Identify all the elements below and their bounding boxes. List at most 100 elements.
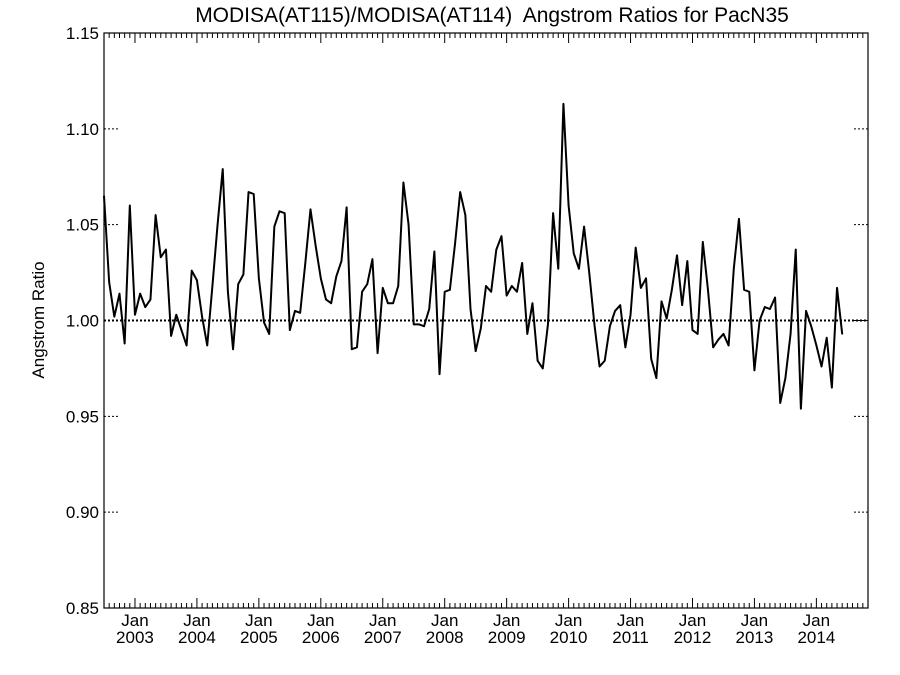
data-point-2013-07: [784, 377, 787, 379]
data-point-2013-04: [769, 308, 771, 310]
x-tick-year-2008: 2008: [426, 628, 464, 647]
data-point-2009-09: [547, 323, 549, 326]
data-point-2010-07: [598, 365, 601, 368]
data-point-2012-03: [702, 241, 704, 243]
y-tick-label-0.90: 0.90: [66, 503, 99, 522]
data-point-2008-03: [454, 243, 456, 245]
x-tick-month-2007: Jan: [369, 611, 396, 630]
x-tick-year-2006: 2006: [302, 628, 340, 647]
data-point-2012-05: [712, 346, 714, 349]
data-point-2003-10: [180, 329, 183, 331]
data-point-2007-01: [381, 287, 384, 289]
data-point-2009-01: [505, 294, 508, 297]
data-point-2012-07: [722, 333, 725, 335]
y-tick-label-1.00: 1.00: [66, 312, 99, 331]
series-line-0: [103, 102, 844, 410]
data-point-2006-05: [340, 260, 343, 262]
axis-layer: [103, 32, 869, 609]
data-point-2013-11: [805, 310, 807, 312]
data-point-2003-04: [149, 298, 152, 301]
data-point-2008-02: [449, 289, 451, 291]
x-tick-year-2013: 2013: [736, 628, 774, 647]
y-tick-label-0.85: 0.85: [66, 599, 99, 618]
data-point-2012-01: [691, 329, 694, 331]
data-point-2006-09: [361, 290, 363, 293]
data-point-2009-11: [557, 267, 560, 270]
tick-label-layer: 0.850.900.951.001.051.101.15Jan2003Jan20…: [66, 24, 835, 647]
data-point-2011-12: [686, 260, 689, 262]
data-point-2011-11: [681, 304, 683, 306]
data-point-2003-05: [154, 214, 157, 216]
data-point-2004-03: [206, 344, 209, 347]
x-tick-year-2011: 2011: [612, 628, 649, 647]
data-point-2009-12: [562, 103, 565, 105]
data-point-2013-02: [758, 319, 761, 322]
data-point-2005-03: [268, 333, 270, 335]
data-point-2007-02: [387, 302, 389, 305]
x-tick-year-2009: 2009: [488, 628, 526, 647]
data-point-2010-03: [578, 267, 580, 270]
data-point-2002-10: [118, 292, 121, 295]
data-point-2004-12: [252, 193, 255, 195]
data-point-2012-11: [743, 289, 745, 291]
data-point-2012-06: [717, 338, 720, 341]
data-point-2011-06: [655, 377, 658, 379]
data-point-2005-08: [294, 310, 296, 312]
x-tick-month-2006: Jan: [307, 611, 334, 630]
x-tick-year-2012: 2012: [674, 628, 712, 647]
data-point-2013-03: [763, 306, 766, 308]
series-layer: [103, 102, 844, 410]
data-point-2007-10: [428, 308, 431, 310]
data-point-2014-05: [836, 287, 838, 289]
data-point-2003-03: [144, 306, 147, 308]
data-point-2008-11: [495, 248, 498, 251]
data-point-2014-02: [820, 365, 823, 368]
data-point-2006-06: [345, 206, 348, 209]
data-point-2011-10: [676, 254, 678, 257]
data-point-2013-01: [753, 369, 756, 372]
data-point-2007-12: [438, 373, 441, 375]
data-point-2005-10: [304, 262, 307, 264]
data-point-2003-09: [175, 313, 178, 316]
data-point-2004-05: [216, 223, 219, 226]
data-point-2008-08: [480, 327, 482, 329]
y-tick-label-1.05: 1.05: [66, 216, 99, 235]
data-point-2008-06: [469, 308, 472, 310]
data-point-2013-08: [789, 333, 792, 335]
data-point-2005-04: [273, 225, 276, 228]
data-point-2003-08: [170, 335, 172, 337]
data-point-2011-08: [665, 317, 668, 320]
data-point-2002-09: [113, 315, 116, 318]
x-tick-month-2012: Jan: [679, 611, 706, 630]
chart-title: MODISA(AT115)/MODISA(AT114) Angstrom Rat…: [195, 4, 789, 27]
data-point-2008-12: [500, 235, 503, 237]
x-tick-month-2004: Jan: [183, 611, 210, 630]
data-point-2006-08: [356, 346, 358, 349]
data-point-2012-08: [727, 344, 730, 347]
x-tick-year-2007: 2007: [364, 628, 402, 647]
x-tick-month-2003: Jan: [121, 611, 148, 630]
data-point-2004-06: [221, 168, 224, 170]
data-point-2010-12: [624, 346, 627, 349]
data-point-2006-07: [350, 348, 353, 351]
data-point-2005-05: [278, 210, 281, 213]
x-tick-month-2014: Jan: [803, 611, 830, 630]
data-point-2014-03: [825, 336, 828, 339]
x-tick-month-2005: Jan: [245, 611, 272, 630]
data-point-2013-06: [779, 402, 782, 404]
data-point-2004-02: [201, 315, 203, 318]
data-point-2009-10: [552, 212, 554, 214]
data-point-2006-01: [320, 277, 322, 280]
x-tick-year-2014: 2014: [797, 628, 835, 647]
data-point-2012-10: [738, 218, 740, 220]
x-tick-month-2013: Jan: [741, 611, 768, 630]
data-point-2009-07: [536, 359, 539, 362]
data-point-2010-09: [609, 325, 611, 328]
data-point-2013-09: [794, 248, 797, 251]
data-point-2004-08: [232, 348, 234, 351]
data-point-2005-01: [258, 277, 260, 280]
data-point-2004-09: [237, 283, 240, 285]
data-point-2013-10: [800, 407, 802, 410]
data-point-2011-03: [640, 287, 642, 289]
data-point-2014-01: [815, 344, 818, 347]
